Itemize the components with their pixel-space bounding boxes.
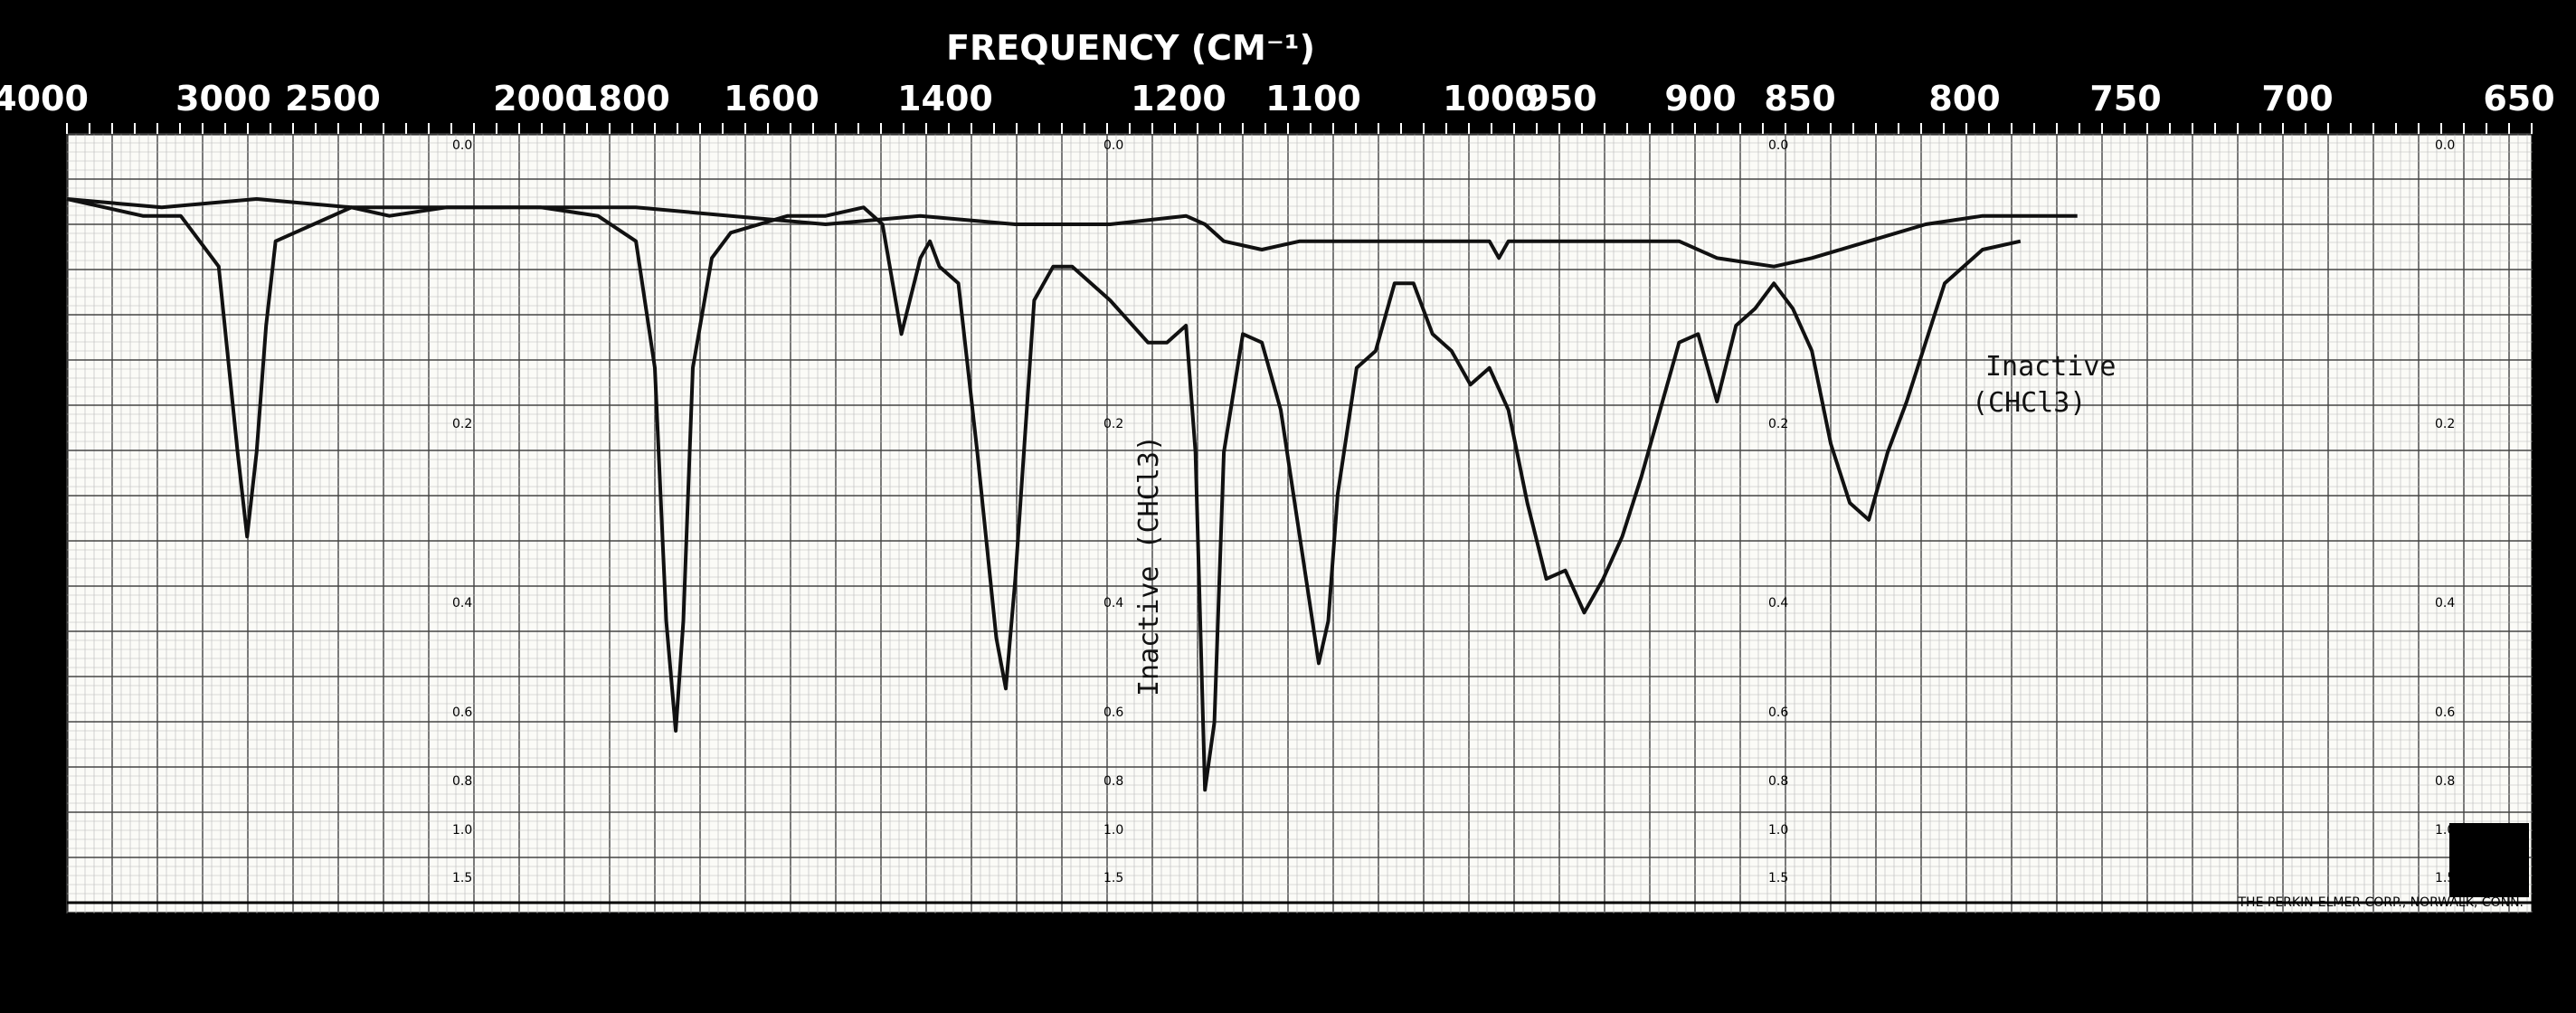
x-tick-label: 12 — [1835, 933, 1886, 975]
annotation-inactive-right-line2: (CHCl3) — [1972, 387, 2086, 419]
corner-block — [2449, 823, 2529, 897]
top-tick-label: 1100 — [1265, 79, 1361, 118]
annotation-inactive-rotated: Inactive (CHCl3) — [1133, 435, 1165, 696]
absorbance-scale-label: 0.6 — [2435, 705, 2455, 720]
top-tick-label: 1200 — [1131, 79, 1226, 118]
top-tick-label: 3000 — [175, 79, 271, 118]
absorbance-scale-label: 0.0 — [1768, 138, 1788, 153]
series-layer — [66, 197, 2078, 792]
absorbance-scale-label: 0.8 — [2435, 774, 2455, 789]
absorbance-scale-label: 0.6 — [1768, 705, 1788, 720]
top-tick-label: 750 — [2089, 79, 2161, 118]
top-tick-label: 850 — [1764, 79, 1835, 118]
absorbance-scale-label: 0.6 — [1103, 705, 1123, 720]
x-tick-label: 5 — [527, 933, 553, 975]
absorbance-scale-label: 1.5 — [1103, 871, 1123, 885]
x-tick-label: 13 — [2022, 933, 2073, 975]
absorbance-scale-label: 1.5 — [452, 871, 472, 885]
x-tick-label: 4 — [337, 933, 363, 975]
absorbance-scale-label: 0.0 — [452, 138, 472, 153]
absorbance-scale-label: 0.4 — [1103, 596, 1123, 611]
absorbance-scale-label: 1.0 — [1103, 823, 1123, 838]
absorbance-scale-label: 0.8 — [1768, 774, 1788, 789]
absorbance-scale-label: 0.2 — [452, 417, 472, 431]
series-line-2 — [66, 197, 2078, 269]
chart-paper — [65, 132, 2534, 915]
absorbance-scale-label: 0.6 — [452, 705, 472, 720]
top-tick-label: 700 — [2261, 79, 2333, 118]
top-tick-label: 900 — [1664, 79, 1736, 118]
absorbance-scale-label: 0.2 — [1103, 417, 1123, 431]
top-tick-label: 4000 — [0, 79, 89, 118]
x-tick-label: 14 — [2212, 933, 2263, 975]
x-tick-label: 8 — [1093, 933, 1118, 975]
x-tick-label: 11 — [1646, 933, 1697, 975]
absorbance-scale-label: 0.2 — [2435, 417, 2455, 431]
top-tick-label: 2000 — [493, 79, 589, 118]
top-tick-label: 2500 — [285, 79, 381, 118]
absorbance-scale-label: 0.4 — [1768, 596, 1788, 611]
bottom-wavelength-axis: 3 4 5 6 7 8 9 10 11 12 13 14 15 — [150, 933, 2458, 975]
x-tick-label: 9 — [1281, 933, 1306, 975]
footer-manufacturer: THE PERKIN-ELMER CORP., NORWALK, CONN. — [2238, 895, 2524, 910]
absorbance-scale-label: 0.8 — [1103, 774, 1123, 789]
absorbance-scale-label: 0.2 — [1768, 417, 1788, 431]
top-tick-label: 1800 — [574, 79, 670, 118]
top-tick-label: 1000 — [1443, 79, 1539, 118]
absorbance-scale-labels: 0.0 0.2 0.4 0.6 0.8 1.0 1.5 0.0 0.2 0.4 0.6 0.8 1.0 1… — [452, 138, 2455, 885]
absorbance-scale-label: 0.0 — [2435, 138, 2455, 153]
top-tick-label: 800 — [1928, 79, 2000, 118]
x-tick-label: 7 — [905, 933, 931, 975]
x-tick-label: 6 — [716, 933, 742, 975]
top-tick-label: 1400 — [897, 79, 993, 118]
top-tick-label: 950 — [1525, 79, 1596, 118]
absorbance-scale-label: 1.5 — [1768, 871, 1788, 885]
absorbance-scale-label: 0.4 — [2435, 596, 2455, 611]
x-axis-title: WAVELENGTH (MICRONS) — [895, 974, 1384, 1013]
absorbance-scale-label: 0.0 — [1103, 138, 1123, 153]
top-tick-label: 1600 — [724, 79, 819, 118]
top-axis-title: FREQUENCY (CM⁻¹) — [946, 28, 1315, 68]
x-tick-label: 3 — [150, 933, 175, 975]
x-tick-label: 15 — [2408, 933, 2458, 975]
absorbance-scale-label: 0.8 — [452, 774, 472, 789]
annotation-inactive-right-line1: Inactive — [1985, 351, 2117, 383]
x-tick-label: 10 — [1458, 933, 1509, 975]
absorbance-scale-label: 0.4 — [452, 596, 472, 611]
absorbance-scale-label: 1.0 — [1768, 823, 1788, 838]
top-tick-label: 650 — [2483, 79, 2554, 118]
absorbance-scale-label: 1.0 — [452, 823, 472, 838]
chart-grid — [66, 133, 2533, 914]
